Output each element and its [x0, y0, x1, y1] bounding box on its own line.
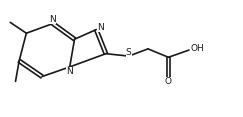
Text: O: O	[165, 77, 172, 86]
Text: N: N	[97, 23, 104, 32]
Text: N: N	[66, 67, 73, 76]
Text: N: N	[50, 15, 56, 24]
Text: OH: OH	[190, 44, 204, 53]
Text: S: S	[126, 48, 132, 57]
